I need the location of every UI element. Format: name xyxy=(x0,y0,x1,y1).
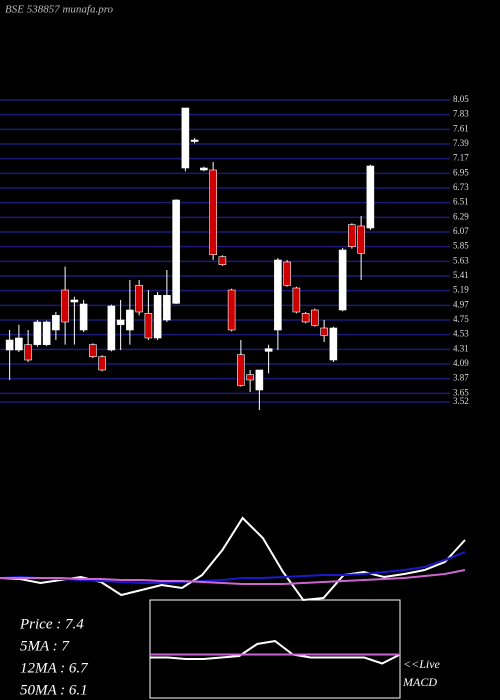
y-tick-label: 4.31 xyxy=(453,343,469,353)
candle-body xyxy=(79,303,88,331)
candle-body xyxy=(61,289,69,323)
indicator-line xyxy=(0,569,466,585)
candle-body xyxy=(163,295,171,321)
y-tick-label: 7.83 xyxy=(453,109,469,119)
y-tick-label: 7.61 xyxy=(453,123,469,133)
y-tick-label: 5.19 xyxy=(453,285,469,295)
candle-body xyxy=(218,256,227,265)
y-tick-label: 4.97 xyxy=(453,299,469,309)
y-tick-label: 6.51 xyxy=(453,197,469,207)
candle-body xyxy=(357,225,365,254)
info-label: 5MA : 7 xyxy=(20,638,70,654)
indicator-line xyxy=(150,639,401,665)
candle-body xyxy=(320,327,328,336)
y-tick-label: 4.09 xyxy=(453,358,469,368)
candle-body xyxy=(366,165,375,229)
candle-body xyxy=(15,337,23,351)
y-tick-label: 6.73 xyxy=(453,182,469,192)
candle-body xyxy=(283,261,291,286)
candle-body xyxy=(227,289,236,331)
candle-body xyxy=(255,369,264,391)
candle-body xyxy=(200,167,208,171)
candle-body xyxy=(209,169,217,255)
candle-body xyxy=(338,249,347,311)
y-tick-label: 6.29 xyxy=(453,211,469,221)
info-label: 12MA : 6.7 xyxy=(20,660,89,676)
candle-body xyxy=(292,287,301,313)
candle-body xyxy=(237,354,245,386)
candle-body xyxy=(24,344,32,361)
macd-label: MACD xyxy=(402,675,437,689)
candle-body xyxy=(264,348,273,352)
y-tick-label: 6.95 xyxy=(453,167,469,177)
y-tick-label: 3.52 xyxy=(453,396,469,406)
candle-body xyxy=(311,309,319,326)
info-label: 50MA : 6.1 xyxy=(20,682,88,698)
candle-body xyxy=(33,321,42,345)
y-tick-label: 3.87 xyxy=(453,373,469,383)
candle-body xyxy=(89,344,97,357)
y-tick-label: 3.65 xyxy=(453,387,469,397)
candle-body xyxy=(348,224,356,247)
y-tick-label: 5.85 xyxy=(453,241,469,251)
candle-body xyxy=(301,313,310,323)
candle-body xyxy=(135,285,143,313)
candle-body xyxy=(52,315,60,331)
macd-label: <<Live xyxy=(403,657,441,671)
candle-body xyxy=(5,339,14,351)
candle-body xyxy=(153,295,162,339)
candle-body xyxy=(274,259,282,331)
y-tick-label: 4.53 xyxy=(453,329,469,339)
y-tick-label: 6.07 xyxy=(453,226,469,236)
y-tick-label: 8.05 xyxy=(453,94,469,104)
candle-body xyxy=(181,107,190,169)
candle-body xyxy=(144,313,153,339)
chart-title: BSE 538857 munafa.pro xyxy=(5,4,114,16)
candle-body xyxy=(98,356,106,371)
y-tick-label: 7.17 xyxy=(453,153,469,163)
info-label: Price : 7.4 xyxy=(19,616,84,632)
y-tick-label: 5.41 xyxy=(453,270,469,280)
indicator-line xyxy=(0,516,466,602)
candle-body xyxy=(246,374,254,381)
y-tick-label: 4.75 xyxy=(453,314,469,324)
candle-body xyxy=(70,299,79,303)
candle-body xyxy=(190,139,199,142)
candle-body xyxy=(116,319,125,325)
candle-body xyxy=(126,309,134,331)
y-tick-label: 7.39 xyxy=(453,138,469,148)
y-tick-label: 5.63 xyxy=(453,255,469,265)
candle-body xyxy=(42,321,51,345)
candle-body xyxy=(172,199,180,304)
candle-body xyxy=(329,327,338,361)
macd-frame xyxy=(149,599,401,699)
candle-body xyxy=(107,305,116,351)
